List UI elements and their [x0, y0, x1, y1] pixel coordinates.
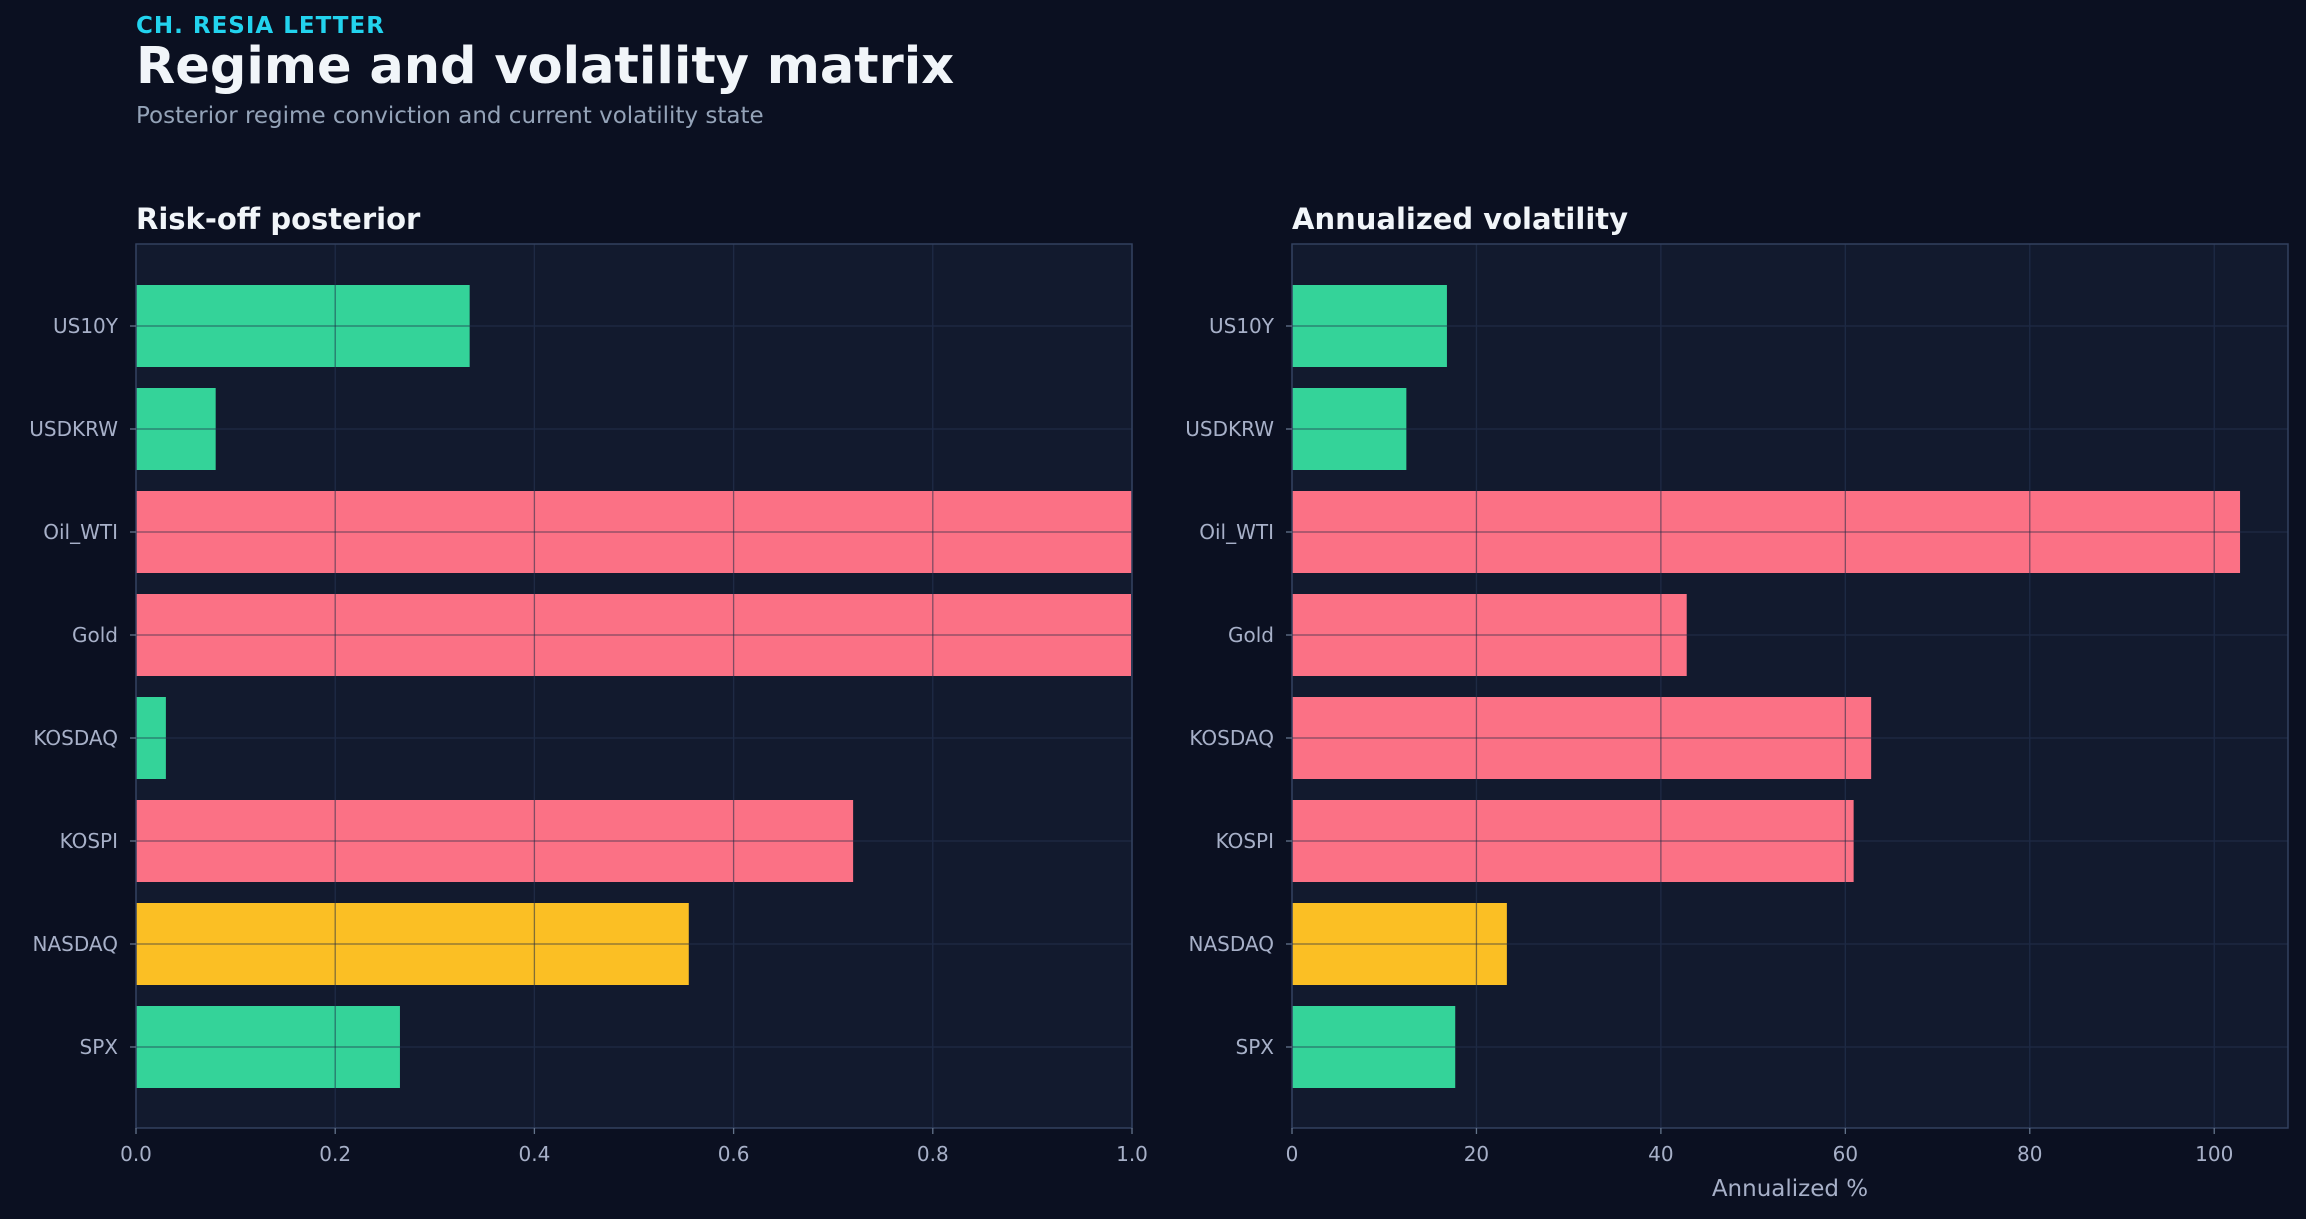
plot-frame: [135, 243, 1133, 1129]
category-label: Oil_WTI: [1199, 520, 1274, 544]
chart-title: Risk-off posterior: [136, 202, 421, 236]
category-label: USDKRW: [1185, 417, 1274, 441]
x-tick-label: 60: [1833, 1142, 1858, 1166]
x-tick-label: 20: [1464, 1142, 1489, 1166]
category-label: KOSPI: [60, 829, 118, 853]
x-tick-label: 0.8: [917, 1142, 949, 1166]
x-tick-label: 40: [1648, 1142, 1673, 1166]
category-label: NASDAQ: [33, 932, 118, 956]
category-label: Oil_WTI: [43, 520, 118, 544]
x-tick-label: 0.2: [319, 1142, 351, 1166]
x-tick-label: 0.4: [518, 1142, 550, 1166]
report-kicker: CH. RESIA LETTER: [136, 13, 385, 39]
category-label: SPX: [1236, 1035, 1275, 1059]
chart-panel-1: US10Y USDKRW Oil_WTI Gold KOSDAQ KOSPI NASDAQ S…: [29, 202, 1148, 1166]
category-label: US10Y: [1209, 314, 1275, 338]
category-label: KOSDAQ: [1189, 726, 1274, 750]
category-label: Gold: [1228, 623, 1274, 647]
category-label: SPX: [80, 1035, 119, 1059]
x-tick-label: 100: [2195, 1142, 2233, 1166]
category-label: NASDAQ: [1189, 932, 1274, 956]
category-label: KOSPI: [1216, 829, 1274, 853]
x-tick-label: 0.6: [718, 1142, 750, 1166]
category-label: Gold: [72, 623, 118, 647]
category-label: US10Y: [53, 314, 119, 338]
category-label: KOSDAQ: [33, 726, 118, 750]
plot-area: [136, 244, 1132, 1128]
x-axis-label: Annualized %: [1712, 1176, 1868, 1202]
x-tick-label: 1.0: [1116, 1142, 1148, 1166]
plot-area: [1292, 244, 2288, 1128]
chart-title: Annualized volatility: [1292, 202, 1628, 236]
x-tick-label: 0: [1286, 1142, 1299, 1166]
page-subtitle: Posterior regime conviction and current …: [136, 103, 764, 129]
plot-frame: [1291, 243, 2289, 1129]
page-title: Regime and volatility matrix: [136, 37, 955, 96]
x-tick-label: 0.0: [120, 1142, 152, 1166]
x-tick-label: 80: [2017, 1142, 2042, 1166]
category-label: USDKRW: [29, 417, 118, 441]
chart-panel-2: US10Y USDKRW Oil_WTI Gold KOSDAQ KOSPI NASDAQ S…: [1185, 202, 2289, 1202]
